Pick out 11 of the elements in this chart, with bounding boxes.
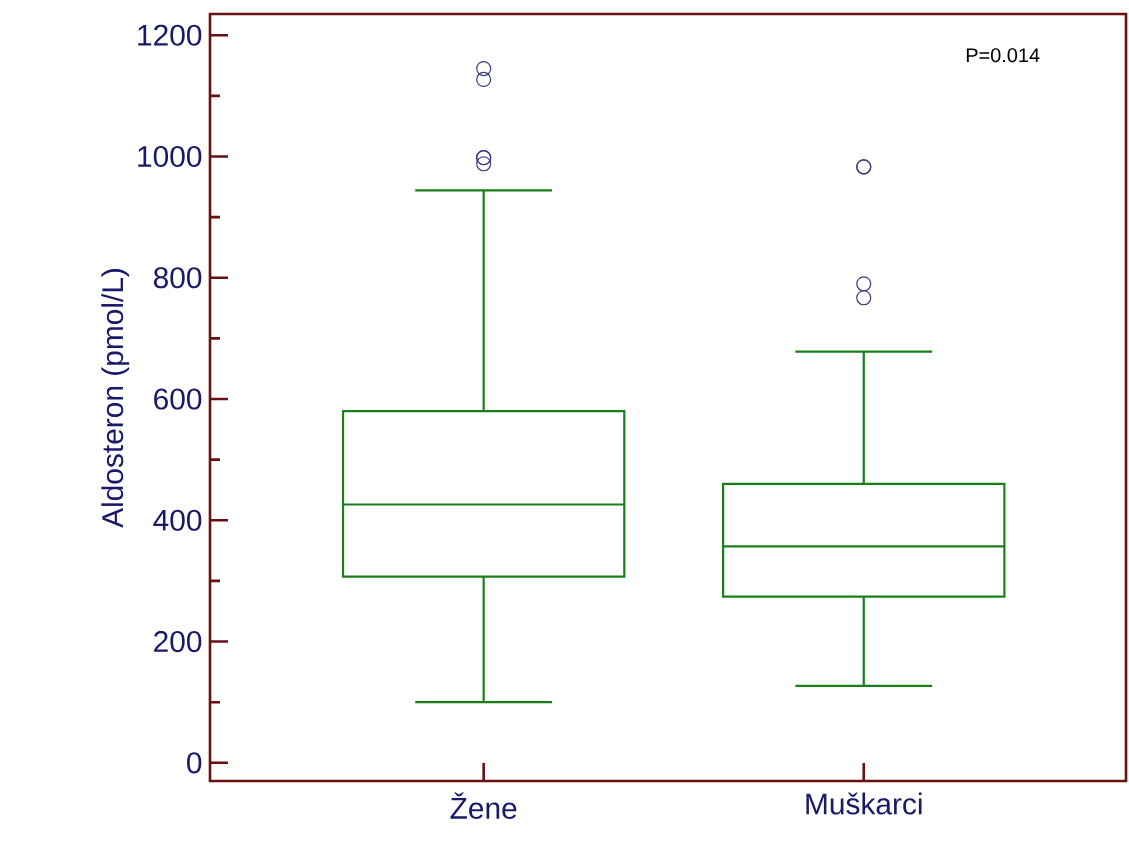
x-tick-label: Žene [450, 792, 517, 819]
y-tick-label: 400 [153, 509, 202, 531]
y-tick-label: 800 [153, 267, 202, 289]
y-tick-label: 600 [154, 388, 202, 410]
annotation: P=0.014 [966, 48, 1040, 63]
y-tick-label: 1000 [138, 145, 202, 168]
y-tick-label: 200 [154, 630, 202, 653]
y-tick-label: 0 [187, 752, 202, 774]
y-tick-label: 1200 [138, 24, 202, 46]
y-axis-title: Aldosteron (pmol/L) [101, 269, 130, 528]
x-tick-label: Muškarci [806, 792, 922, 815]
